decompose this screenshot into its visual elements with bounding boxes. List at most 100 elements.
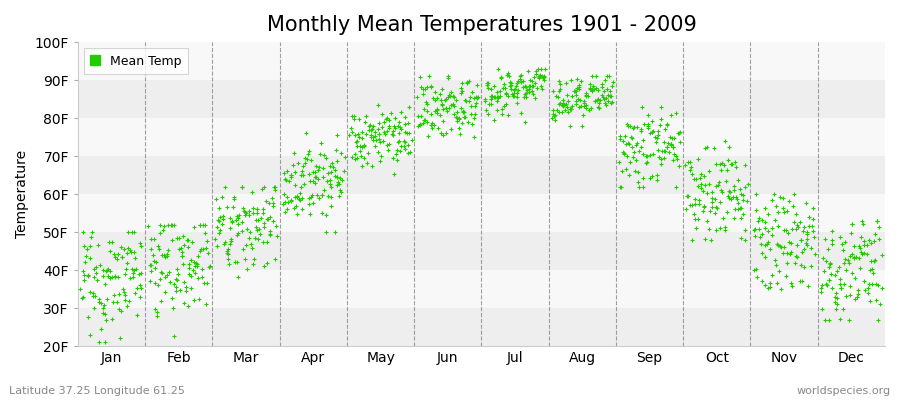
Point xyxy=(196,246,211,252)
Point xyxy=(397,138,411,144)
Point xyxy=(447,103,462,110)
Point xyxy=(318,186,332,193)
Point xyxy=(700,190,715,196)
Point xyxy=(827,294,842,300)
Point xyxy=(323,202,338,209)
Point xyxy=(319,229,333,235)
Point xyxy=(420,133,435,139)
Point xyxy=(430,107,445,114)
Point xyxy=(626,134,640,141)
Point xyxy=(157,223,171,230)
Point xyxy=(727,183,742,189)
Point xyxy=(290,194,304,200)
Point xyxy=(371,102,385,108)
Point xyxy=(760,284,775,291)
Point xyxy=(107,251,122,257)
Point xyxy=(430,94,445,101)
Point xyxy=(873,300,887,307)
Point xyxy=(779,249,794,256)
Point xyxy=(120,302,134,309)
Point xyxy=(546,88,561,94)
Point xyxy=(820,282,834,289)
Point xyxy=(353,148,367,155)
Point xyxy=(88,270,103,276)
Point xyxy=(295,195,310,202)
Point xyxy=(601,73,616,80)
Point xyxy=(509,80,524,86)
Point xyxy=(619,141,634,147)
Point xyxy=(839,267,853,274)
Point xyxy=(457,114,472,120)
Point xyxy=(734,204,748,211)
Point xyxy=(424,84,438,90)
Point xyxy=(759,254,773,260)
Point xyxy=(100,295,114,302)
Point xyxy=(844,221,859,228)
Point xyxy=(386,155,400,162)
Point xyxy=(748,226,762,232)
Point xyxy=(436,132,450,138)
Point xyxy=(425,120,439,126)
Point xyxy=(825,285,840,291)
Point xyxy=(291,160,305,166)
Point xyxy=(468,111,482,117)
Point xyxy=(221,256,236,262)
Point xyxy=(751,218,765,225)
Point xyxy=(842,292,857,298)
Point xyxy=(644,175,658,181)
Point xyxy=(211,216,225,223)
Point xyxy=(755,230,770,237)
Point xyxy=(683,159,698,165)
Point xyxy=(514,72,528,78)
Point xyxy=(382,140,396,147)
Point xyxy=(663,140,678,147)
Point xyxy=(748,233,762,239)
Point xyxy=(847,243,861,250)
Point xyxy=(188,263,202,270)
Point xyxy=(631,169,645,175)
Point xyxy=(338,154,352,160)
Point xyxy=(519,90,534,96)
Point xyxy=(287,205,302,211)
Point xyxy=(867,258,881,264)
Point xyxy=(452,116,466,122)
Point xyxy=(256,220,271,226)
Point xyxy=(241,234,256,241)
Point xyxy=(613,136,627,142)
Point xyxy=(161,246,176,253)
Point xyxy=(839,293,853,300)
Point xyxy=(301,151,315,157)
Point xyxy=(241,212,256,218)
Point xyxy=(720,192,734,199)
Point xyxy=(280,206,294,213)
Point xyxy=(477,96,491,102)
Point xyxy=(844,220,859,227)
Point xyxy=(310,163,324,170)
Point xyxy=(632,183,646,190)
Point xyxy=(358,131,373,137)
Point xyxy=(393,126,408,132)
Point xyxy=(223,236,238,242)
Point xyxy=(335,177,349,183)
Point xyxy=(559,80,573,86)
Point xyxy=(635,183,650,190)
Point xyxy=(266,203,280,210)
Point xyxy=(527,74,542,80)
Point xyxy=(455,119,470,126)
Point xyxy=(649,139,663,145)
Point xyxy=(168,276,183,282)
Point xyxy=(127,267,141,273)
Point xyxy=(800,236,814,242)
Point xyxy=(107,254,122,260)
Point xyxy=(123,248,138,255)
Point xyxy=(357,142,372,148)
Point xyxy=(688,201,702,208)
Point xyxy=(105,239,120,246)
Point xyxy=(390,157,404,164)
Point xyxy=(357,155,372,162)
Point xyxy=(655,148,670,154)
Point xyxy=(249,227,264,233)
Point xyxy=(754,241,769,247)
Point xyxy=(782,238,796,245)
Point xyxy=(116,286,130,292)
